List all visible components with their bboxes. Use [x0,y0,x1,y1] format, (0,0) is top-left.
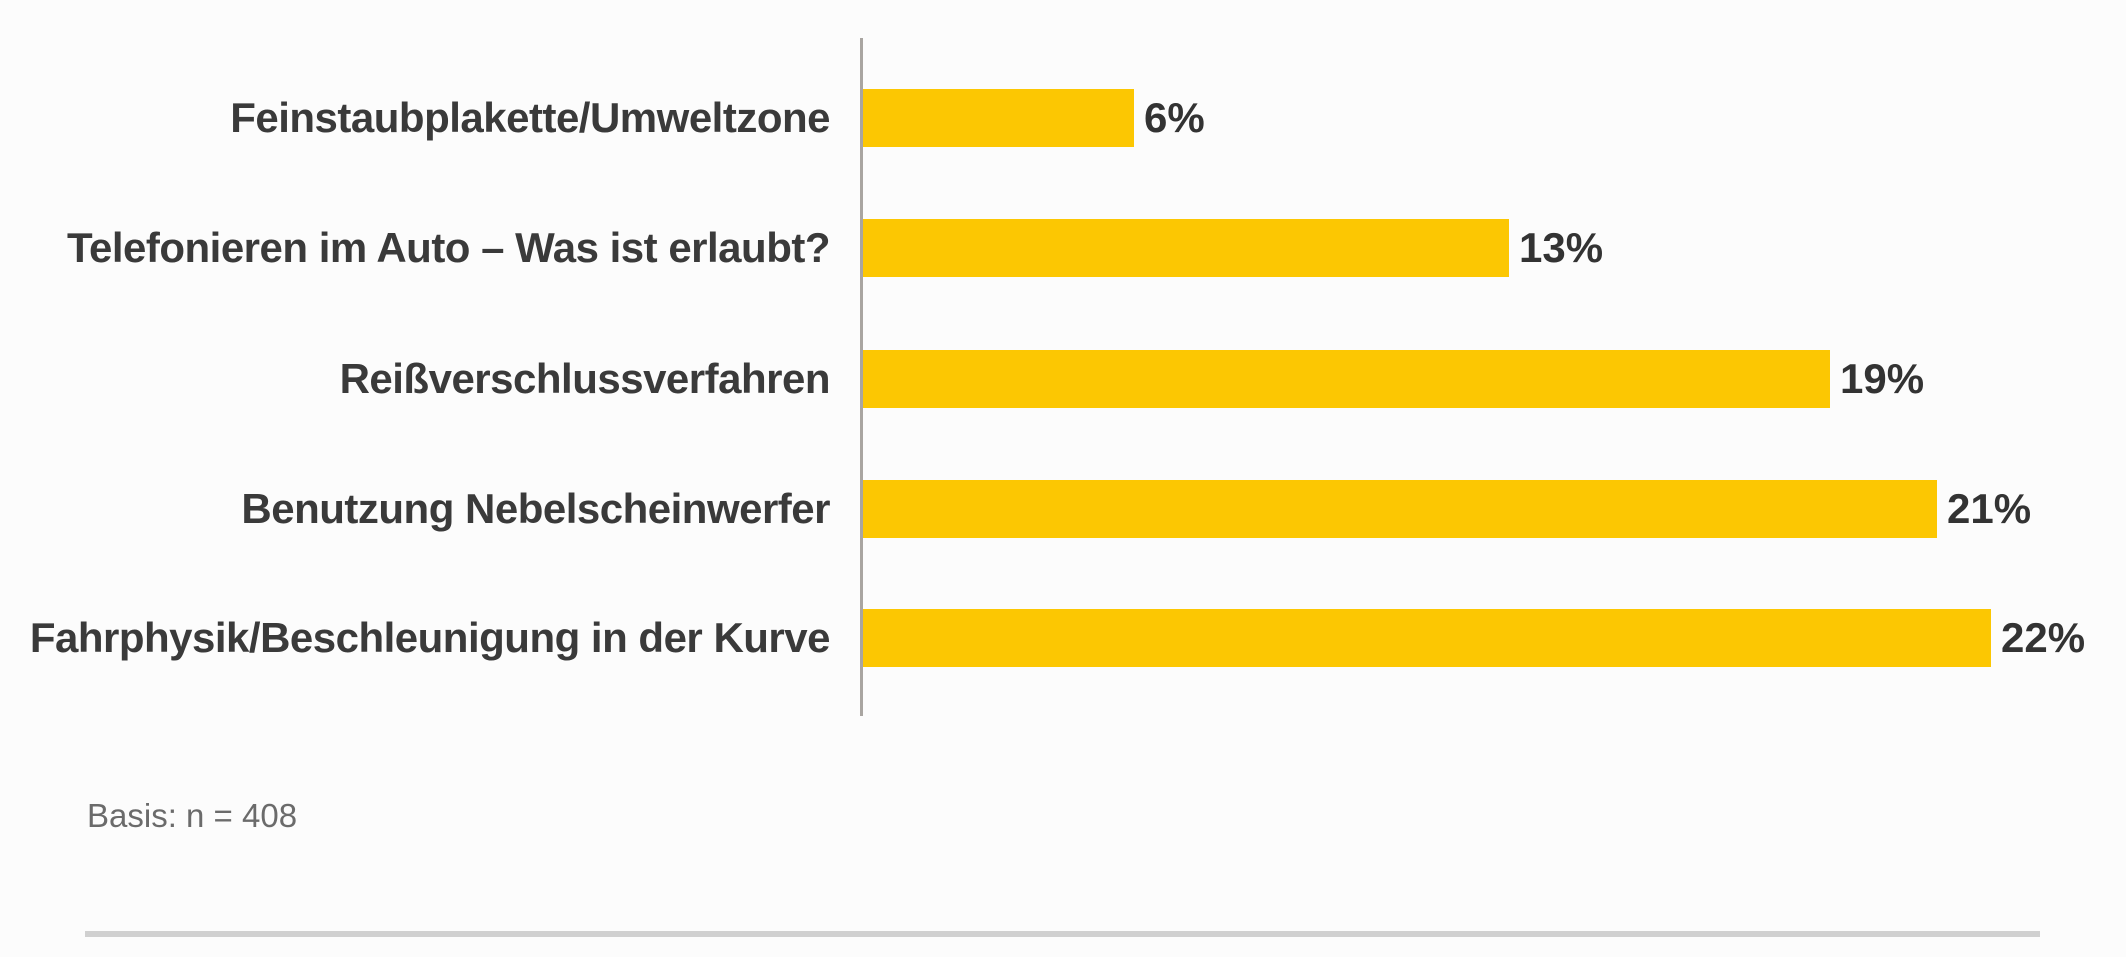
category-label: Feinstaubplakette/Umweltzone [230,94,830,141]
value-label: 19% [1840,355,1925,402]
value-label: 22% [2001,614,2086,661]
category-label: Fahrphysik/Beschleunigung in der Kurve [29,614,831,661]
bar-row: Feinstaubplakette/Umweltzone 6% [0,89,2126,147]
bar-row: Reißverschlussverfahren 19% [0,350,2126,408]
category-label: Telefonieren im Auto – Was ist erlaubt? [66,224,831,271]
bottom-divider [85,931,2040,937]
bar [863,480,1937,538]
y-axis-line [860,38,863,716]
bar [863,350,1830,408]
bar-row: Fahrphysik/Beschleunigung in der Kurve 2… [0,609,2126,667]
value-label: 21% [1947,485,2032,532]
bar-row: Benutzung Nebelscheinwerfer 21% [0,480,2126,538]
bar [863,89,1134,147]
value-label: 13% [1519,224,1604,271]
bar [863,609,1991,667]
bar [863,219,1509,277]
category-label: Benutzung Nebelscheinwerfer [241,485,830,532]
category-label: Reißverschlussverfahren [339,355,831,402]
bar-row: Telefonieren im Auto – Was ist erlaubt? … [0,219,2126,277]
basis-note: Basis: n = 408 [87,797,298,834]
value-label: 6% [1144,94,1205,141]
